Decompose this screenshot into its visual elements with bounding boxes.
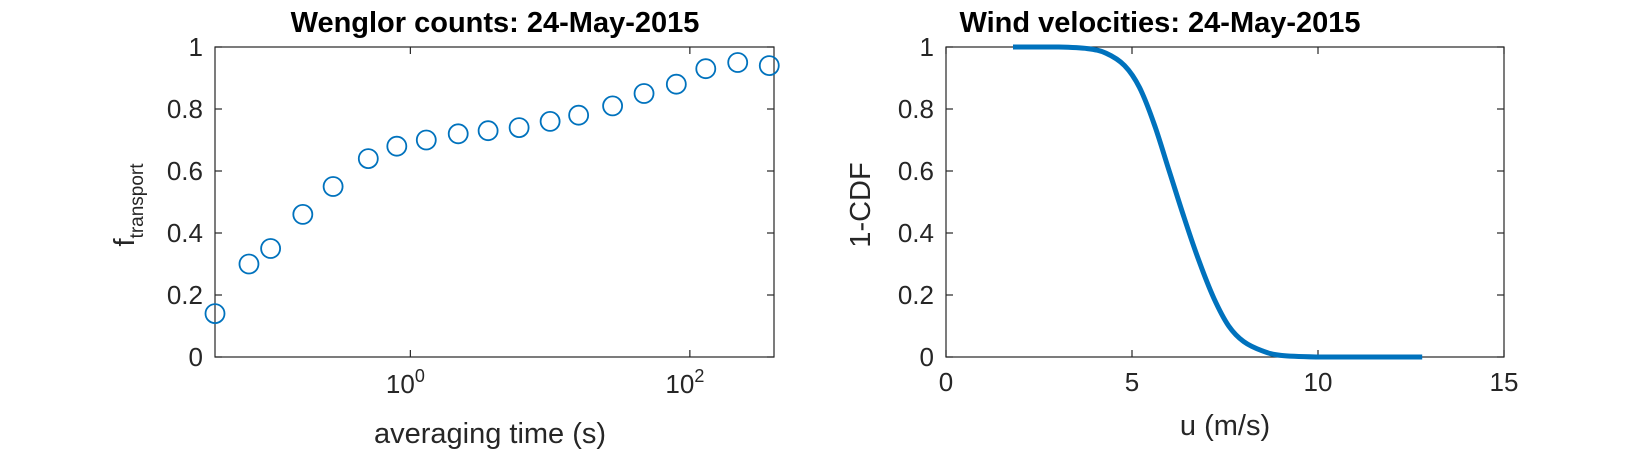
left-data-point xyxy=(357,148,379,170)
right-chart: Wind velocities: 24-May-2015 00.20.40.60… xyxy=(845,7,1518,442)
left-data-point xyxy=(539,111,561,132)
right-x-axis-label: u (m/s) xyxy=(1180,410,1270,442)
left-y-tick-label: 0.4 xyxy=(167,218,203,248)
right-plot-frame xyxy=(945,46,1505,358)
left-chart: Wenglor counts: 24-May-2015 0 0.2 0.4 0.6 0.… xyxy=(109,7,780,450)
left-x-ticks: 100 102 xyxy=(386,47,704,399)
left-y-axis-label-main: f xyxy=(109,238,141,247)
left-data-point xyxy=(322,176,344,197)
right-x-tick-label: 10 xyxy=(1304,367,1333,397)
left-x-tick-base: 10 xyxy=(386,369,415,399)
left-y-ticks: 0 0.2 0.4 0.6 0.8 1 xyxy=(167,32,774,372)
left-data-point xyxy=(727,52,749,73)
left-x-axis-label: averaging time (s) xyxy=(374,418,606,450)
left-y-tick-label: 0.6 xyxy=(167,156,203,186)
left-chart-title: Wenglor counts: 24-May-2015 xyxy=(291,7,700,39)
left-y-tick-label: 0 xyxy=(189,342,203,372)
right-x-tick-label: 0 xyxy=(939,367,953,397)
left-series-points xyxy=(204,52,780,325)
right-y-ticks: 0 0.2 0.4 0.6 0.8 1 xyxy=(898,32,1504,372)
left-data-point xyxy=(568,104,590,126)
left-y-tick-label: 0.8 xyxy=(167,94,203,124)
left-data-point xyxy=(292,203,314,225)
left-y-axis-label-sub: transport xyxy=(127,163,148,239)
right-x-ticks: 0 5 10 15 xyxy=(939,47,1519,397)
left-data-point xyxy=(204,303,226,325)
left-data-point xyxy=(633,83,655,104)
right-y-tick-label: 0.8 xyxy=(898,94,934,124)
right-y-tick-label: 0.2 xyxy=(898,280,934,310)
left-data-point xyxy=(415,129,437,151)
left-x-tick-base: 10 xyxy=(665,369,694,399)
left-x-tick-label: 100 xyxy=(386,366,425,399)
right-y-tick-label: 0.4 xyxy=(898,218,934,248)
left-y-axis-label: ftransport xyxy=(109,163,148,247)
right-x-tick-label: 5 xyxy=(1125,367,1139,397)
right-y-tick-label: 0.6 xyxy=(898,156,934,186)
left-data-point xyxy=(260,238,282,259)
left-data-point xyxy=(695,58,717,80)
left-x-tick-exponent: 2 xyxy=(694,366,704,386)
left-data-point xyxy=(508,117,530,138)
left-x-tick-exponent: 0 xyxy=(415,366,425,386)
left-x-tick-label: 102 xyxy=(665,366,704,399)
left-data-point xyxy=(447,123,469,145)
left-data-point xyxy=(477,120,499,142)
right-y-tick-label: 0 xyxy=(920,342,934,372)
left-data-point xyxy=(238,253,260,275)
left-data-point xyxy=(602,95,624,117)
left-data-point xyxy=(386,135,408,157)
left-plot-frame xyxy=(214,46,775,358)
left-y-tick-label: 0.2 xyxy=(167,280,203,310)
right-y-axis-label: 1-CDF xyxy=(845,162,877,247)
right-x-tick-label: 15 xyxy=(1490,367,1519,397)
left-y-tick-label: 1 xyxy=(189,32,203,62)
right-series-line xyxy=(1013,44,1423,360)
right-chart-title: Wind velocities: 24-May-2015 xyxy=(959,7,1360,39)
right-y-tick-label: 1 xyxy=(920,32,934,62)
left-data-point xyxy=(665,73,687,95)
left-data-point xyxy=(758,55,780,76)
